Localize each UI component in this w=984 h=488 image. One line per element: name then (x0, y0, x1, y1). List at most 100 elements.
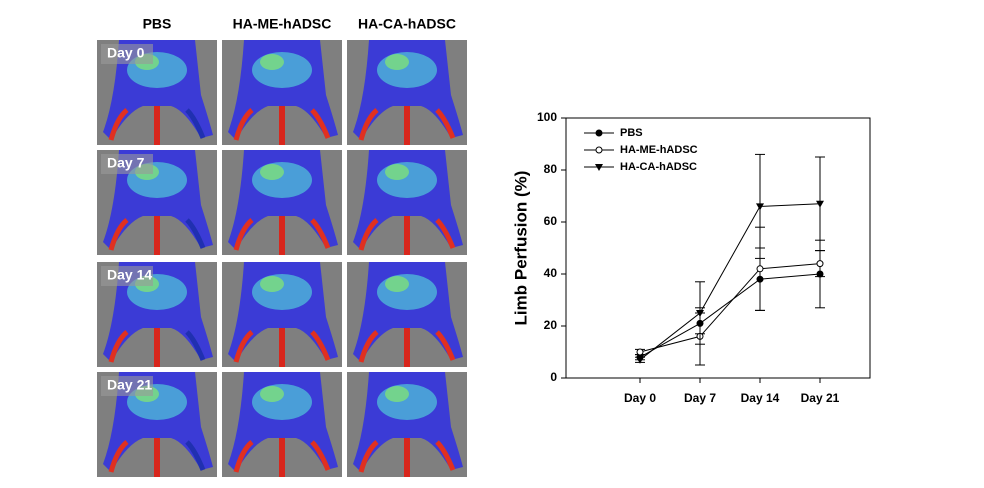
signal-hotspot (260, 54, 284, 70)
row-label: Day 14 (107, 267, 152, 283)
limb-signal (233, 440, 254, 473)
perfusion-image (347, 150, 467, 255)
limb-signal (358, 218, 379, 251)
marker (756, 265, 764, 273)
y-tick-label: 100 (537, 110, 557, 124)
limb-signal (435, 218, 456, 249)
tail-signal (279, 438, 285, 477)
perfusion-image (222, 150, 342, 255)
legend-label: PBS (620, 127, 643, 139)
column-header: HA-ME-hADSC (233, 16, 332, 32)
column-header: PBS (143, 16, 172, 32)
marker (595, 164, 603, 171)
perfusion-image (347, 372, 467, 477)
legend-label: HA-ME-hADSC (620, 144, 698, 156)
marker (595, 129, 603, 137)
tail-signal (279, 106, 285, 145)
limb-signal (108, 108, 129, 141)
tail-signal (154, 328, 160, 367)
limb-signal (310, 440, 331, 471)
legend-label: HA-CA-hADSC (620, 161, 697, 173)
signal-hotspot (252, 52, 312, 88)
signal-hotspot (260, 164, 284, 180)
label-shade (101, 154, 153, 174)
limb-signal (435, 440, 456, 471)
perfusion-image (222, 262, 342, 367)
x-tick-label: Day 0 (624, 391, 656, 405)
row-label: Day 21 (107, 377, 152, 393)
series-line (639, 263, 821, 353)
tail-signal (279, 328, 285, 367)
limb-signal (358, 440, 379, 473)
signal-hotspot (377, 52, 437, 88)
signal-hotspot (385, 276, 409, 292)
y-tick-label: 0 (550, 370, 557, 384)
y-tick-label: 60 (544, 214, 558, 228)
signal-hotspot (385, 164, 409, 180)
signal-hotspot (377, 274, 437, 310)
limb-signal (435, 330, 456, 361)
limb-signal (185, 330, 206, 361)
limb-signal (185, 440, 206, 471)
limb-signal (358, 330, 379, 363)
perfusion-image (347, 262, 467, 367)
signal-hotspot (260, 386, 284, 402)
tail-signal (404, 216, 410, 255)
limb-signal (233, 218, 254, 251)
signal-hotspot (385, 386, 409, 402)
row-label: Day 0 (107, 45, 145, 61)
limb-signal (358, 108, 379, 141)
plot-frame (565, 117, 871, 379)
signal-hotspot (252, 162, 312, 198)
tail-signal (404, 438, 410, 477)
signal-hotspot (385, 54, 409, 70)
limb-signal (233, 330, 254, 363)
perfusion-image (222, 40, 342, 145)
limb-signal (435, 108, 456, 139)
marker (816, 200, 824, 208)
marker (816, 260, 824, 268)
x-tick-label: Day 14 (741, 391, 780, 405)
limb-signal (108, 440, 129, 473)
perfusion-image (222, 372, 342, 477)
signal-hotspot (377, 162, 437, 198)
x-tick-label: Day 21 (801, 391, 840, 405)
marker (696, 310, 704, 317)
x-tick-label: Day 7 (684, 391, 716, 405)
y-tick-label: 20 (544, 318, 558, 332)
tail-signal (279, 216, 285, 255)
tail-signal (154, 216, 160, 255)
series-line (639, 273, 821, 358)
marker (595, 146, 603, 154)
signal-hotspot (252, 274, 312, 310)
y-tick-label: 40 (544, 266, 558, 280)
tail-signal (404, 106, 410, 145)
signal-hotspot (377, 384, 437, 420)
limb-signal (108, 330, 129, 363)
label-shade (101, 376, 153, 396)
perfusion-image (347, 40, 467, 145)
marker (636, 356, 644, 364)
y-axis-label: Limb Perfusion (%) (511, 171, 530, 326)
signal-hotspot (260, 276, 284, 292)
series-line (639, 203, 821, 361)
tail-signal (154, 106, 160, 145)
limb-signal (185, 108, 206, 139)
perfusion-image (97, 40, 217, 145)
label-shade (101, 266, 153, 286)
label-shade (101, 44, 153, 64)
column-header: HA-CA-hADSC (358, 16, 456, 32)
marker (636, 348, 644, 356)
signal-hotspot (252, 384, 312, 420)
limb-signal (233, 108, 254, 141)
y-tick-label: 80 (544, 162, 558, 176)
limb-signal (310, 330, 331, 361)
row-label: Day 7 (107, 155, 145, 171)
limb-signal (310, 108, 331, 139)
tail-signal (154, 438, 160, 477)
limb-signal (185, 218, 206, 249)
tail-signal (404, 328, 410, 367)
limb-signal (310, 218, 331, 249)
